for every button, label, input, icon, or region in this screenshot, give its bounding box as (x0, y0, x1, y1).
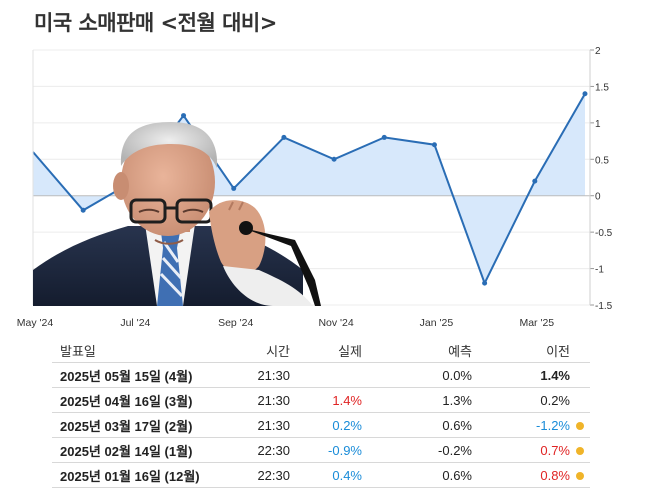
release-time: 22:30 (236, 437, 290, 463)
status-cell (570, 412, 590, 438)
table-header-row: 발표일 시간 실제 예측 이전 (52, 338, 590, 363)
status-dot-icon (576, 471, 584, 480)
data-point-2025-03 (532, 178, 538, 184)
y-tick-label: 1.5 (595, 82, 609, 93)
previous-value: 1.4% (472, 362, 570, 388)
data-point-2024-11 (331, 156, 337, 162)
forecast-value: 1.3% (362, 387, 472, 413)
y-axis-ticks: 2 1.5 1 0.5 0 -0.5 -1 -1.5 (590, 46, 613, 312)
release-time: 21:30 (236, 362, 290, 388)
header-date: 발표일 (60, 343, 96, 359)
y-tick-label: -0.5 (595, 228, 613, 239)
data-point-2024-06 (80, 207, 86, 213)
x-tick-label: May '24 (17, 317, 54, 329)
status-dot-icon (576, 421, 584, 430)
release-history-table: 발표일 시간 실제 예측 이전 2025년 05월 15일 (4월) 21:30 0… (52, 338, 590, 488)
release-time: 22:30 (236, 462, 290, 488)
header-status (570, 338, 590, 363)
data-point-2024-08 (181, 113, 187, 119)
status-cell (570, 462, 590, 488)
data-point-2024-09 (231, 185, 237, 191)
release-date: 2025년 01월 16일 (12월) (52, 462, 236, 488)
previous-value: 0.8% (472, 462, 570, 488)
table-row: 2025년 02월 14일 (1월) 22:30 -0.9% -0.2% 0.7% (52, 437, 590, 463)
table-row: 2025년 04월 16일 (3월) 21:30 1.4% 1.3% 0.2% (52, 387, 590, 413)
x-tick-label: Jul '24 (120, 317, 150, 329)
y-tick-label: 1 (595, 119, 601, 130)
x-tick-label: Mar '25 (519, 317, 554, 329)
table-row: 2025년 05월 15일 (4월) 21:30 0.0% 1.4% (52, 362, 590, 388)
previous-value: -1.2% (472, 412, 570, 438)
header-time: 시간 (266, 343, 290, 359)
release-date: 2025년 04월 16일 (3월) (52, 387, 236, 413)
table-row: 2025년 03월 17일 (2월) 21:30 0.2% 0.6% -1.2% (52, 412, 590, 438)
y-tick-label: 0.5 (595, 155, 609, 166)
release-time: 21:30 (236, 412, 290, 438)
data-point-2025-04 (582, 91, 588, 97)
forecast-value: 0.6% (362, 462, 472, 488)
actual-value: 1.4% (290, 387, 362, 413)
status-cell (570, 362, 590, 388)
x-tick-label: Sep '24 (218, 317, 253, 329)
release-date: 2025년 03월 17일 (2월) (52, 412, 236, 438)
status-cell (570, 387, 590, 413)
x-tick-label: Jan '25 (420, 317, 454, 329)
y-tick-label: -1 (595, 265, 604, 276)
release-date: 2025년 02월 14일 (1월) (52, 437, 236, 463)
header-previous: 이전 (546, 343, 570, 359)
table-row: 2025년 01월 16일 (12월) 22:30 0.4% 0.6% 0.8% (52, 462, 590, 488)
previous-value: 0.2% (472, 387, 570, 413)
actual-value: 0.4% (290, 462, 362, 488)
forecast-value: 0.6% (362, 412, 472, 438)
status-dot-icon (576, 446, 584, 455)
y-tick-label: -1.5 (595, 301, 613, 312)
x-tick-label: Nov '24 (318, 317, 353, 329)
header-forecast: 예측 (448, 343, 472, 359)
y-tick-label: 0 (595, 192, 601, 203)
series-points (80, 91, 588, 286)
speaker-photo (33, 122, 321, 306)
release-date: 2025년 05월 15일 (4월) (52, 362, 236, 388)
data-point-2024-12 (381, 134, 387, 140)
header-actual: 실제 (338, 343, 362, 359)
forecast-value: 0.0% (362, 362, 472, 388)
data-point-2025-01 (431, 142, 437, 148)
chart-title: 미국 소매판매 <전월 대비> (34, 11, 277, 35)
x-axis-ticks: May '24 Jul '24 Sep '24 Nov '24 Jan '25 Mar '… (17, 317, 555, 329)
actual-value (290, 362, 362, 388)
release-time: 21:30 (236, 387, 290, 413)
status-cell (570, 437, 590, 463)
data-point-2024-10 (281, 134, 287, 140)
y-tick-label: 2 (595, 46, 601, 57)
previous-value: 0.7% (472, 437, 570, 463)
data-point-2025-02 (482, 280, 488, 286)
actual-value: -0.9% (290, 437, 362, 463)
actual-value: 0.2% (290, 412, 362, 438)
forecast-value: -0.2% (362, 437, 472, 463)
